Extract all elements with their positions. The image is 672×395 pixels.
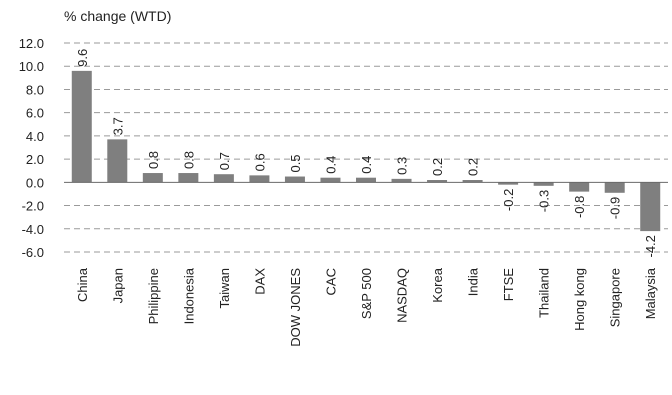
x-tick-label: DAX — [252, 268, 267, 295]
x-tick-label: CAC — [323, 268, 338, 295]
bar — [142, 173, 163, 183]
y-tick-label: 12.0 — [19, 36, 44, 51]
y-tick-label: -4.0 — [22, 222, 44, 237]
x-tick-label: Philippine — [146, 268, 161, 324]
data-label: -0.8 — [572, 196, 587, 218]
bar — [71, 70, 92, 183]
data-label: 0.4 — [323, 156, 338, 174]
bar — [107, 139, 128, 183]
x-tick-label: Korea — [430, 267, 445, 302]
data-label: 0.7 — [217, 152, 232, 170]
data-label: 0.4 — [359, 156, 374, 174]
bar — [569, 182, 590, 192]
y-tick-label: 6.0 — [26, 106, 44, 121]
data-label: 3.7 — [110, 117, 125, 135]
data-label: 0.8 — [146, 151, 161, 169]
data-label: -0.9 — [608, 197, 623, 219]
bar — [356, 177, 376, 183]
y-tick-label: -6.0 — [22, 245, 44, 260]
y-tick-label: 10.0 — [19, 59, 44, 74]
bar — [462, 180, 483, 183]
y-tick-label: -2.0 — [22, 199, 44, 214]
x-tick-label: India — [466, 267, 481, 296]
data-label: -0.3 — [537, 190, 552, 212]
data-label: 0.5 — [288, 154, 303, 172]
bar — [178, 173, 199, 183]
bar — [249, 175, 270, 183]
y-tick-label: 2.0 — [26, 152, 44, 167]
x-tick-label: Indonesia — [181, 267, 196, 324]
bar — [640, 182, 661, 232]
x-tick-label: DOW JONES — [288, 268, 303, 347]
y-tick-label: 4.0 — [26, 129, 44, 144]
bar — [427, 180, 448, 183]
x-tick-label: Taiwan — [217, 268, 232, 308]
bar — [213, 174, 234, 183]
x-tick-label: Hong kong — [572, 268, 587, 331]
bar — [533, 182, 554, 186]
bar — [391, 178, 412, 183]
x-tick-label: Malaysia — [643, 267, 658, 319]
y-tick-label: 8.0 — [26, 82, 44, 97]
x-tick-label: NASDAQ — [395, 268, 410, 323]
bar — [284, 176, 305, 183]
data-label: 9.6 — [75, 49, 90, 67]
bar — [604, 182, 625, 193]
y-axis-title: % change (WTD) — [64, 8, 172, 24]
y-tick-label: 0.0 — [26, 175, 44, 190]
x-tick-label: S&P 500 — [359, 268, 374, 319]
bar — [320, 177, 341, 183]
data-label: 0.2 — [430, 158, 445, 176]
data-label: 0.3 — [395, 157, 410, 175]
data-label: 0.8 — [181, 151, 196, 169]
x-tick-label: China — [75, 267, 90, 302]
x-tick-label: Singapore — [608, 268, 623, 327]
data-label: -0.2 — [501, 189, 516, 211]
x-tick-label: Thailand — [537, 268, 552, 318]
x-tick-label: Japan — [110, 268, 125, 303]
x-tick-label: FTSE — [501, 268, 516, 302]
data-label: -4.2 — [643, 235, 658, 257]
data-label: 0.6 — [252, 153, 267, 171]
data-label: 0.2 — [466, 158, 481, 176]
bar — [498, 182, 519, 185]
